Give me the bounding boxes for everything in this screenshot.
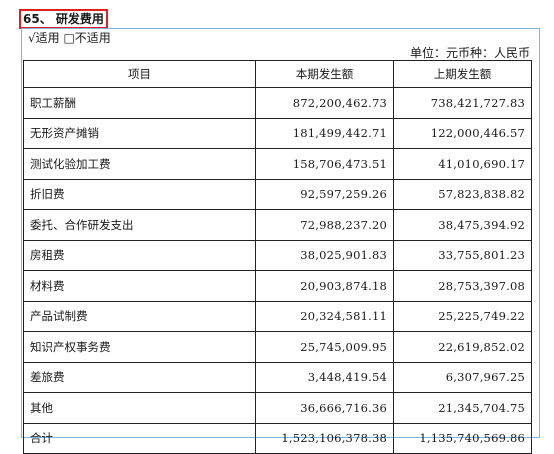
row-label: 房租费 [23, 239, 256, 271]
current-amount: 38,025,901.83 [255, 239, 394, 271]
previous-amount: 6,307,967.25 [393, 361, 532, 393]
current-amount: 25,745,009.95 [255, 331, 394, 363]
row-label: 其他 [23, 392, 256, 424]
row-label: 测试化验加工费 [23, 148, 256, 180]
table-row: 测试化验加工费 158,706,473.51 41,010,690.17 [23, 148, 532, 180]
row-label: 职工薪酬 [23, 87, 256, 119]
table-row: 产品试制费 20,324,581.11 25,225,749.22 [23, 300, 532, 332]
previous-amount: 28,753,397.08 [393, 270, 532, 302]
previous-amount: 25,225,749.22 [393, 300, 532, 332]
current-amount: 20,324,581.11 [255, 300, 394, 332]
previous-amount: 33,755,801.23 [393, 239, 532, 271]
current-amount: 36,666,716.36 [255, 392, 394, 424]
header-previous-period: 上期发生额 [393, 60, 532, 88]
table-row: 差旅费 3,448,419.54 6,307,967.25 [23, 361, 532, 393]
current-amount: 158,706,473.51 [255, 148, 394, 180]
table-row: 无形资产摊销 181,499,442.71 122,000,446.57 [23, 117, 532, 149]
header-item: 项目 [23, 60, 256, 88]
row-label: 折旧费 [23, 178, 256, 210]
rd-expenses-table: 项目 本期发生额 上期发生额 职工薪酬 872,200,462.73 738,421… [23, 60, 532, 454]
previous-amount: 38,475,394.92 [393, 209, 532, 241]
current-amount: 872,200,462.73 [255, 87, 394, 119]
previous-amount: 41,010,690.17 [393, 148, 532, 180]
table-total-row: 合计 1,523,106,378.38 1,135,740,569.86 [23, 422, 532, 454]
previous-amount: 22,619,852.02 [393, 331, 532, 363]
table-row: 折旧费 92,597,259.26 57,823,838.82 [23, 178, 532, 210]
currency-unit-note: 单位：元币种：人民币 [409, 46, 530, 60]
section-heading: 65、 研发费用 [19, 9, 108, 29]
previous-amount: 122,000,446.57 [393, 117, 532, 149]
header-current-period: 本期发生额 [255, 60, 394, 88]
current-amount: 181,499,442.71 [255, 117, 394, 149]
current-amount: 72,988,237.20 [255, 209, 394, 241]
table-row: 房租费 38,025,901.83 33,755,801.23 [23, 239, 532, 271]
table-row: 职工薪酬 872,200,462.73 738,421,727.83 [23, 87, 532, 119]
row-label: 知识产权事务费 [23, 331, 256, 363]
current-amount: 20,903,874.18 [255, 270, 394, 302]
current-amount: 1,523,106,378.38 [255, 422, 394, 454]
table-row: 委托、合作研发支出 72,988,237.20 38,475,394.92 [23, 209, 532, 241]
previous-amount: 738,421,727.83 [393, 87, 532, 119]
current-amount: 92,597,259.26 [255, 178, 394, 210]
table-row: 材料费 20,903,874.18 28,753,397.08 [23, 270, 532, 302]
row-label: 差旅费 [23, 361, 256, 393]
row-label: 材料费 [23, 270, 256, 302]
table-row: 知识产权事务费 25,745,009.95 22,619,852.02 [23, 331, 532, 363]
row-label: 合计 [23, 422, 256, 454]
previous-amount: 57,823,838.82 [393, 178, 532, 210]
table-row: 其他 36,666,716.36 21,345,704.75 [23, 392, 532, 424]
table-header-row: 项目 本期发生额 上期发生额 [23, 60, 532, 88]
applicability-options: √适用 □不适用 [28, 31, 111, 45]
row-label: 委托、合作研发支出 [23, 209, 256, 241]
previous-amount: 21,345,704.75 [393, 392, 532, 424]
current-amount: 3,448,419.54 [255, 361, 394, 393]
row-label: 产品试制费 [23, 300, 256, 332]
row-label: 无形资产摊销 [23, 117, 256, 149]
previous-amount: 1,135,740,569.86 [393, 422, 532, 454]
